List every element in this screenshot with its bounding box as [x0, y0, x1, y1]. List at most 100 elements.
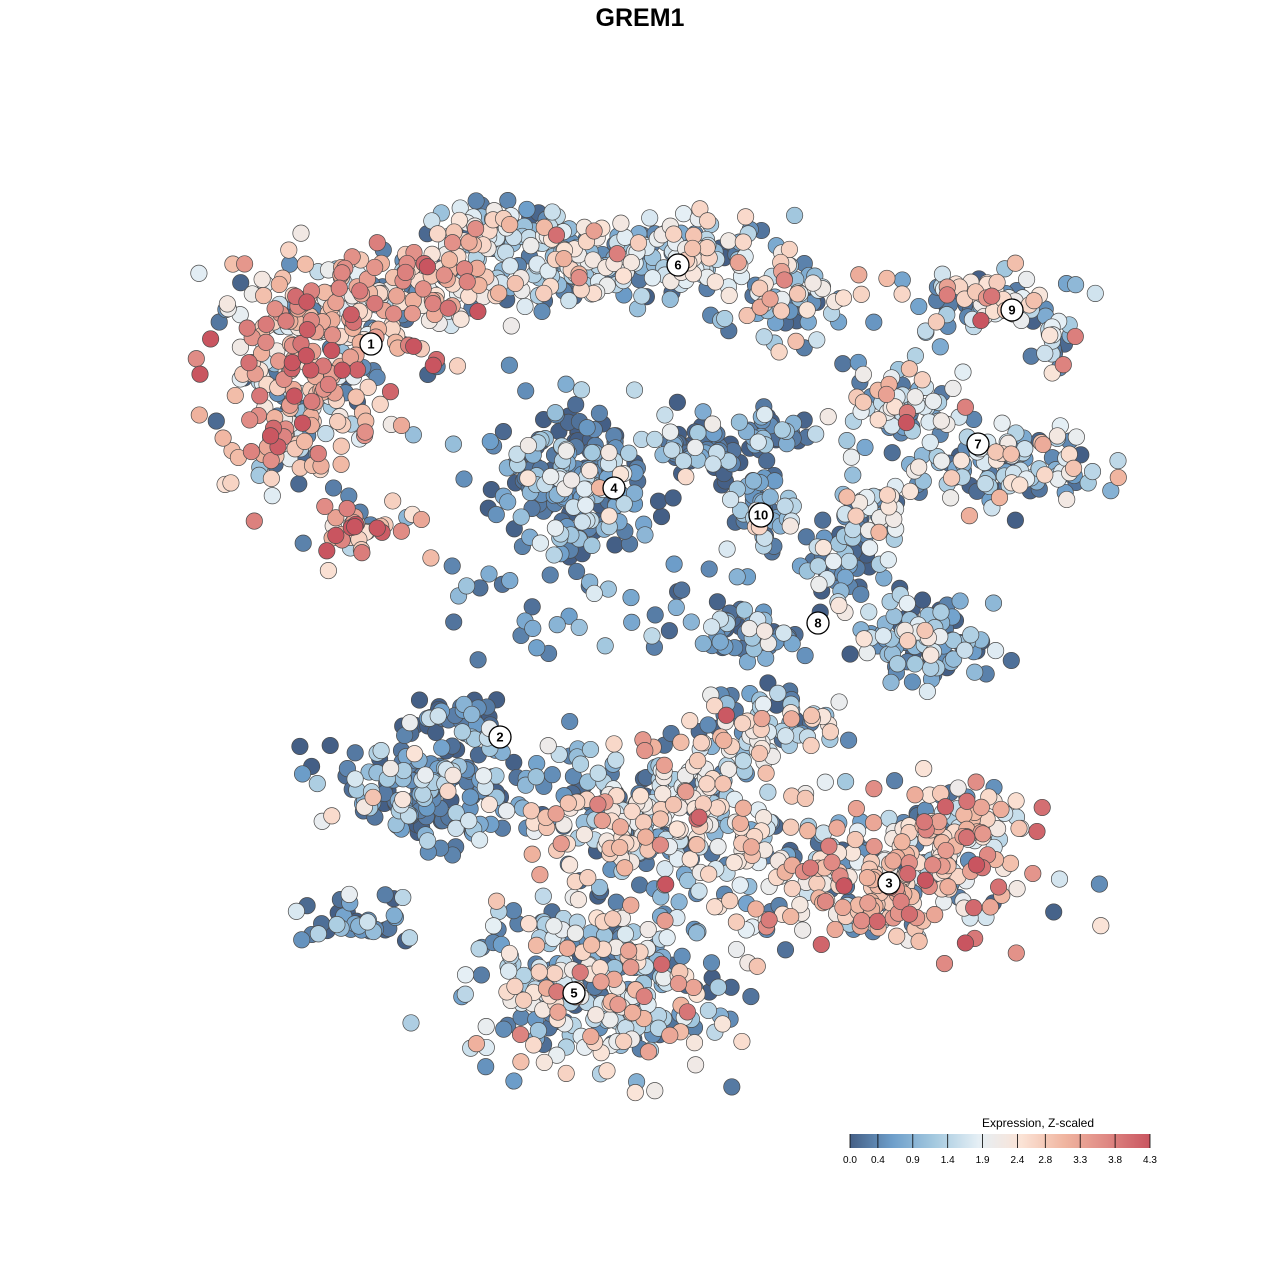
cell-point	[990, 878, 1008, 896]
cell-point	[359, 913, 377, 931]
cell-point	[534, 887, 552, 905]
cell-point	[296, 255, 314, 273]
cell-point	[734, 799, 752, 817]
cluster-badge-circle	[1000, 298, 1024, 322]
cell-point	[392, 416, 411, 434]
legend-tick-label: 2.4	[1010, 1155, 1024, 1166]
cell-point	[527, 936, 546, 954]
cell-point	[453, 723, 471, 741]
cell-point	[720, 232, 738, 250]
cell-point	[706, 898, 724, 916]
cell-point	[505, 1072, 523, 1090]
cell-point	[445, 613, 463, 631]
cell-point	[699, 212, 717, 230]
cell-point	[424, 295, 442, 313]
cell-point	[776, 497, 794, 515]
cell-point	[401, 714, 419, 732]
cell-point	[952, 451, 970, 470]
cell-point	[781, 517, 799, 535]
cell-point	[665, 225, 683, 243]
cell-point	[359, 378, 377, 396]
cell-point	[684, 239, 702, 257]
cell-point	[547, 226, 566, 244]
cell-point	[646, 1082, 664, 1100]
cell-point	[879, 551, 897, 569]
cell-point	[366, 258, 384, 276]
cell-point	[523, 598, 541, 616]
cell-point	[797, 528, 815, 546]
cell-point	[742, 988, 760, 1006]
cell-point	[656, 406, 674, 424]
cell-point	[844, 466, 862, 484]
cell-point	[936, 798, 955, 816]
cell-point	[319, 375, 337, 393]
cell-point	[865, 814, 883, 832]
cell-point	[877, 385, 896, 403]
cell-point	[384, 492, 402, 510]
cell-point	[714, 775, 732, 793]
cell-point	[452, 310, 470, 328]
cluster-label-5: 5	[562, 981, 586, 1005]
cell-point	[838, 432, 856, 450]
cell-point	[906, 655, 924, 673]
cell-point	[691, 200, 709, 218]
cell-point	[965, 899, 983, 917]
cell-point	[1024, 864, 1042, 883]
cell-point	[703, 618, 721, 636]
cell-point	[926, 906, 944, 924]
cell-point	[351, 282, 369, 300]
cell-point	[854, 365, 872, 383]
cell-point	[1002, 445, 1020, 463]
cell-point	[547, 805, 565, 823]
cell-point	[796, 789, 814, 807]
cell-point	[855, 630, 873, 648]
cell-point	[402, 1014, 420, 1032]
cell-point	[324, 479, 343, 497]
cell-point	[688, 924, 706, 942]
cell-point	[1036, 344, 1054, 362]
cell-point	[799, 822, 817, 840]
cell-point	[499, 493, 517, 511]
cell-point	[635, 813, 653, 831]
cell-point	[690, 808, 708, 826]
cell-point	[253, 270, 271, 288]
cell-point	[270, 275, 288, 293]
cell-point	[585, 584, 603, 602]
cell-point	[681, 850, 699, 868]
cell-point	[750, 744, 769, 762]
cell-point	[332, 437, 350, 455]
cell-point	[266, 300, 284, 318]
cell-point	[394, 888, 412, 907]
cell-point	[447, 819, 465, 837]
cell-point	[878, 269, 896, 287]
cell-point	[545, 917, 563, 935]
cell-point	[711, 633, 729, 651]
cell-point	[987, 443, 1005, 461]
cell-point	[770, 343, 788, 361]
cell-point	[605, 735, 623, 753]
cell-point	[487, 506, 505, 524]
cell-point	[847, 507, 865, 525]
cell-point	[924, 856, 942, 874]
cell-point	[502, 317, 520, 335]
legend-tick-label: 0.9	[906, 1155, 920, 1166]
cell-point	[730, 413, 748, 431]
cell-point	[558, 939, 577, 957]
cluster-badge-text: 6	[674, 258, 681, 273]
cell-point	[932, 412, 950, 430]
cell-point	[709, 978, 727, 996]
cell-point	[581, 740, 600, 759]
legend-tick-label: 1.4	[941, 1155, 955, 1166]
cell-point	[622, 254, 640, 272]
cluster-label-1: 1	[359, 332, 383, 356]
cell-point	[615, 495, 633, 513]
cell-point	[830, 693, 848, 711]
legend-tick-label: 1.9	[976, 1155, 990, 1166]
cell-point	[636, 742, 654, 760]
cell-point	[694, 634, 712, 653]
cell-point	[623, 802, 641, 820]
cell-point	[723, 1078, 741, 1096]
cell-point	[262, 469, 280, 488]
cell-point	[735, 601, 753, 619]
cell-point	[646, 430, 664, 448]
